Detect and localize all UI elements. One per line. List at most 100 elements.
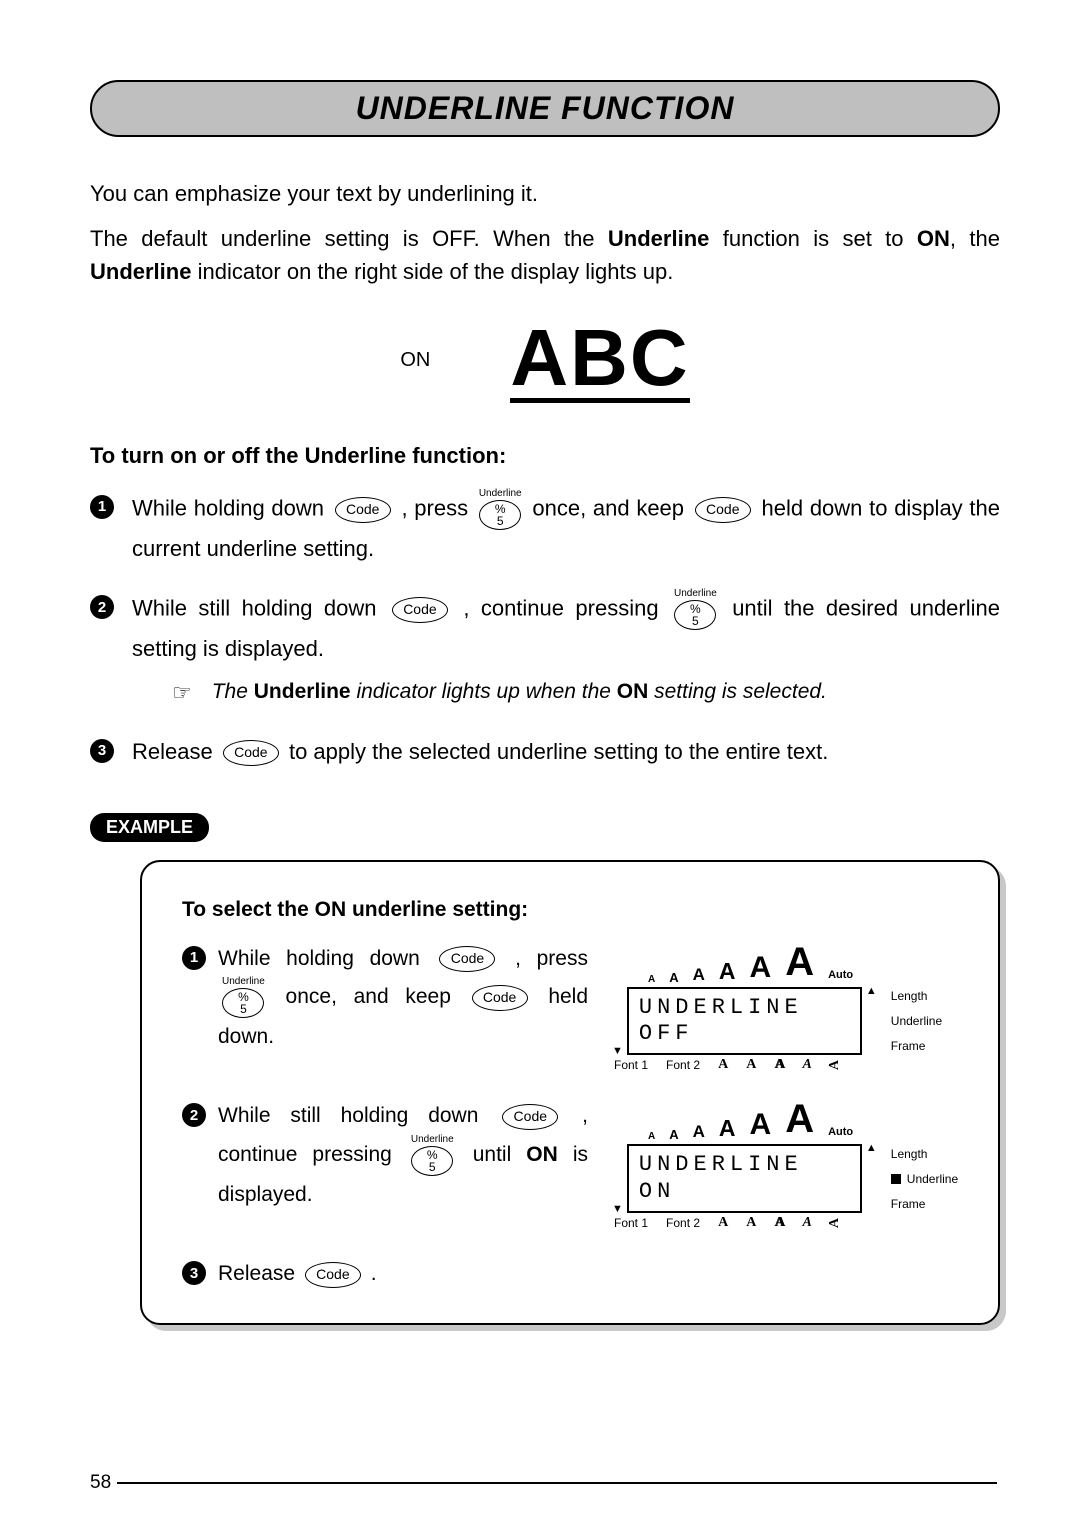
t: A <box>669 1127 678 1142</box>
t: Auto <box>828 969 853 981</box>
t: , continue pressing <box>463 596 670 621</box>
intro-p1: You can emphasize your text by underlini… <box>90 177 1000 210</box>
style-a: A <box>774 1215 784 1231</box>
pct5-key: % 5 <box>674 600 716 630</box>
t: ON <box>617 680 649 703</box>
t: A <box>750 1108 772 1142</box>
code-key: Code <box>472 985 528 1011</box>
pct5-key: % 5 <box>222 988 264 1018</box>
bullet-1: 1 <box>90 495 114 519</box>
style-a: A <box>802 1215 811 1231</box>
t: , press <box>401 495 474 520</box>
bullet-2: 2 <box>90 595 114 619</box>
note-text: The Underline indicator lights up when t… <box>212 674 827 711</box>
t: UNDERLINE <box>639 1152 850 1178</box>
t: Length <box>891 1147 928 1161</box>
style-a: A <box>774 1057 784 1073</box>
t: Frame <box>891 1197 926 1211</box>
demo-row: ON ABC <box>90 318 1000 403</box>
code-key: Code <box>502 1104 558 1130</box>
lcd-arrows: ▼ <box>608 1142 627 1215</box>
t: Underline <box>907 1172 958 1186</box>
t: , press <box>515 947 588 970</box>
t: Auto <box>828 1126 853 1138</box>
t: . <box>371 1262 377 1285</box>
subhead: To turn on or off the Underline function… <box>90 443 1000 469</box>
t: OFF <box>639 1021 850 1047</box>
t: Underline <box>479 489 522 499</box>
pct5-key: % 5 <box>479 500 521 530</box>
bullet-2: 2 <box>182 1103 206 1127</box>
lcd-size-row: A A A A A A Auto <box>608 940 968 985</box>
step-3-text: Release Code to apply the selected under… <box>132 733 828 770</box>
code-key: Code <box>392 597 448 623</box>
t: UNDERLINE <box>639 995 850 1021</box>
t: The default underline setting is OFF. Wh… <box>90 226 608 251</box>
t: Underline <box>674 589 717 599</box>
t: 5 <box>692 615 699 627</box>
lcd-arrows: ▼ <box>608 985 627 1058</box>
ex-left-1: 1 While holding down Code , press Underl… <box>182 940 588 1074</box>
code-key: Code <box>695 497 751 523</box>
page-footer: 58 <box>90 1472 997 1494</box>
t: Underline <box>254 680 351 703</box>
t: Underline <box>222 977 265 987</box>
t: Frame <box>891 1039 926 1053</box>
step-2-text: While still holding down Code , continue… <box>132 589 1000 711</box>
t: , the <box>950 226 1000 251</box>
t: ON <box>917 226 950 251</box>
t: A <box>693 965 705 985</box>
t: A <box>669 970 678 985</box>
t: once, and keep <box>532 495 690 520</box>
t: A <box>719 958 736 985</box>
step-3: 3 Release Code to apply the selected und… <box>90 733 1000 770</box>
intro-block: You can emphasize your text by underlini… <box>90 177 1000 288</box>
style-a: A <box>827 1218 843 1228</box>
t: setting is selected. <box>648 680 827 703</box>
title-banner: UNDERLINE FUNCTION <box>90 80 1000 137</box>
t: Release <box>132 739 219 764</box>
example-tag: EXAMPLE <box>90 813 209 842</box>
t: Font 1 <box>614 1058 648 1072</box>
t: A <box>648 974 655 985</box>
t: ON <box>526 1143 558 1166</box>
code-key: Code <box>305 1262 361 1288</box>
footer-rule <box>117 1482 997 1484</box>
underline-key: Underline % 5 <box>479 489 522 530</box>
t: A <box>648 1131 655 1142</box>
step-1: 1 While holding down Code , press Underl… <box>90 489 1000 567</box>
code-key: Code <box>335 497 391 523</box>
lcd-arrows: ▲ <box>862 1142 881 1215</box>
underline-key: Underline % 5 <box>222 977 265 1018</box>
example-row-3: 3 Release Code . <box>182 1255 968 1293</box>
page-number: 58 <box>90 1472 111 1494</box>
t: indicator lights up when the <box>351 680 617 703</box>
t: A <box>785 940 814 985</box>
ex-left-2: 2 While still holding down Code , contin… <box>182 1097 588 1231</box>
lcd-size-row: A A A A A A Auto <box>608 1097 968 1142</box>
style-a: A <box>746 1057 756 1073</box>
example-head: To select the ON underline setting: <box>182 898 968 922</box>
t: Font 1 <box>614 1216 648 1230</box>
t: 5 <box>240 1003 247 1015</box>
note-row: ☞ The Underline indicator lights up when… <box>172 674 1000 711</box>
style-a: A <box>718 1215 728 1231</box>
steps-list: 1 While holding down Code , press Underl… <box>90 489 1000 771</box>
lcd-2: A A A A A A Auto ▼ UNDERLINE ON ▲ <box>608 1097 968 1231</box>
t: 5 <box>497 515 504 527</box>
t: A <box>719 1115 736 1142</box>
code-key: Code <box>439 946 495 972</box>
t: ON <box>639 1179 850 1205</box>
t: While still holding down <box>132 596 388 621</box>
t: until <box>473 1143 527 1166</box>
t: Underline <box>411 1135 454 1145</box>
code-key: Code <box>223 740 279 766</box>
lcd-screen: UNDERLINE ON <box>627 1144 862 1213</box>
style-a: A <box>718 1057 728 1073</box>
lcd-side-labels: Length Underline Frame <box>881 985 942 1058</box>
page-title: UNDERLINE FUNCTION <box>92 90 998 127</box>
underline-key: Underline % 5 <box>411 1135 454 1176</box>
lcd-arrows: ▲ <box>862 985 881 1058</box>
style-a: A <box>827 1060 843 1070</box>
t: A <box>750 951 772 985</box>
